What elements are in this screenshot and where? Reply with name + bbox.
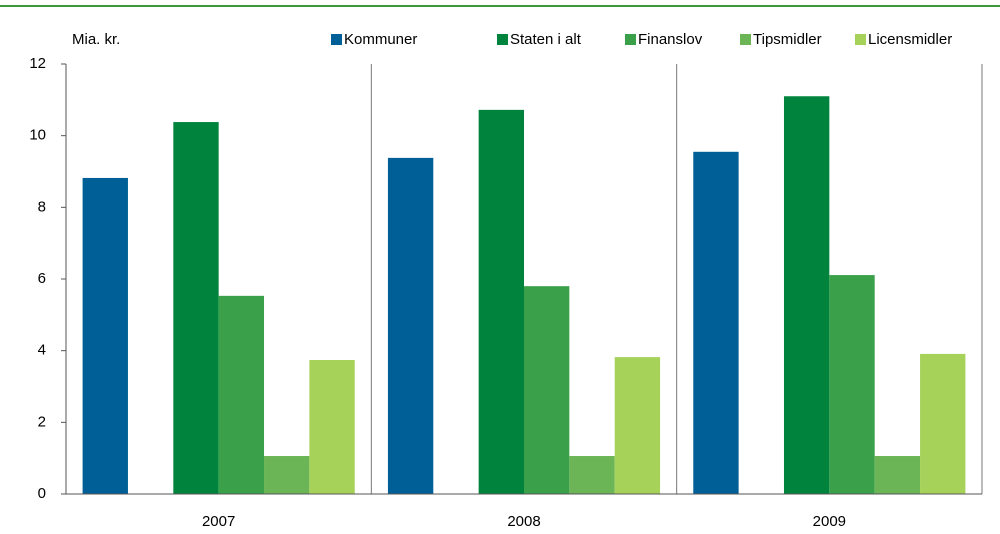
x-tick-label: 2009 xyxy=(813,513,846,530)
bar xyxy=(829,275,875,494)
bar xyxy=(874,456,921,494)
bar xyxy=(693,151,739,494)
y-tick-label: 0 xyxy=(38,485,46,502)
bar xyxy=(614,357,661,494)
legend-label: Finanslov xyxy=(638,31,703,48)
legend-label: Tipsmidler xyxy=(753,31,822,48)
bar xyxy=(264,456,310,494)
y-tick-label: 4 xyxy=(38,342,46,359)
y-tick-label: 2 xyxy=(38,413,46,430)
bar xyxy=(920,353,966,494)
y-tick-label: 6 xyxy=(38,270,46,287)
bar xyxy=(82,177,128,494)
bar xyxy=(173,122,219,495)
bar xyxy=(783,96,830,494)
legend-swatch xyxy=(625,34,636,45)
bar xyxy=(309,359,355,494)
bar xyxy=(524,286,570,494)
bar xyxy=(478,109,524,494)
bar xyxy=(387,157,434,494)
legend-label: Licensmidler xyxy=(868,31,952,48)
y-tick-label: 10 xyxy=(29,127,46,144)
bar xyxy=(569,456,615,494)
bar xyxy=(218,295,265,494)
y-axis-label: Mia. kr. xyxy=(72,31,120,48)
x-tick-label: 2008 xyxy=(507,513,540,530)
legend-swatch xyxy=(331,34,342,45)
x-tick-label: 2007 xyxy=(202,513,235,530)
y-tick-label: 12 xyxy=(29,55,46,72)
legend-swatch xyxy=(855,34,866,45)
legend-label: Staten i alt xyxy=(510,31,582,48)
y-tick-label: 8 xyxy=(38,198,46,215)
legend-label: Kommuner xyxy=(344,31,417,48)
legend-swatch xyxy=(740,34,751,45)
legend-swatch xyxy=(497,34,508,45)
